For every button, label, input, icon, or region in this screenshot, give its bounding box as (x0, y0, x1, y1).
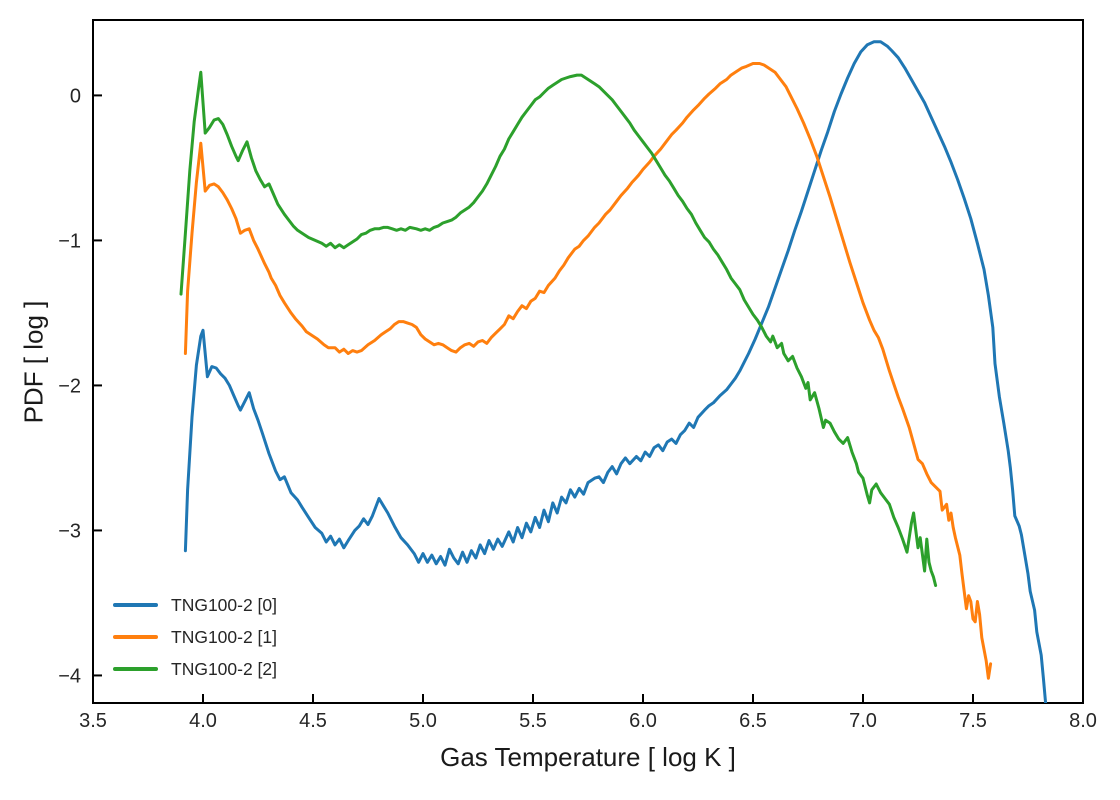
legend: TNG100-2 [0] TNG100-2 [1] TNG100-2 [2] (113, 589, 277, 685)
axes-spines (92, 19, 1084, 704)
x-tick-label: 5.0 (409, 710, 437, 732)
x-tick-label: 7.0 (849, 710, 877, 732)
legend-line-sample-orange (113, 635, 158, 639)
legend-label: TNG100-2 [1] (171, 626, 278, 647)
y-tick-label: −4 (58, 665, 81, 687)
y-tick-label: −2 (58, 375, 81, 397)
legend-label: TNG100-2 [0] (171, 594, 278, 615)
x-tick-label: 4.5 (299, 710, 327, 732)
x-tick-label: 5.5 (519, 710, 547, 732)
y-tick-label: 0 (70, 85, 81, 107)
x-axis-label: Gas Temperature [ log K ] (440, 742, 736, 772)
legend-item: TNG100-2 [1] (113, 621, 277, 653)
data-line-series-0 (183, 40, 1048, 703)
y-tick-label: −3 (58, 520, 81, 542)
data-line-series-2 (179, 70, 938, 587)
legend-item: TNG100-2 [2] (113, 653, 277, 685)
data-line-series-1 (183, 62, 993, 680)
y-tick-label: −1 (58, 230, 81, 252)
x-tick-label: 6.0 (629, 710, 657, 732)
legend-label: TNG100-2 [2] (171, 658, 278, 679)
x-tick-label: 3.5 (79, 710, 107, 732)
y-axis-label: PDF [ log ] (18, 300, 49, 424)
legend-item: TNG100-2 [0] (113, 589, 277, 621)
x-tick-label: 7.5 (959, 710, 987, 732)
x-tick-label: 8.0 (1069, 710, 1097, 732)
x-tick-label: 4.0 (189, 710, 217, 732)
legend-line-sample-blue (113, 603, 158, 607)
x-tick-label: 6.5 (739, 710, 767, 732)
legend-line-sample-green (113, 667, 158, 671)
